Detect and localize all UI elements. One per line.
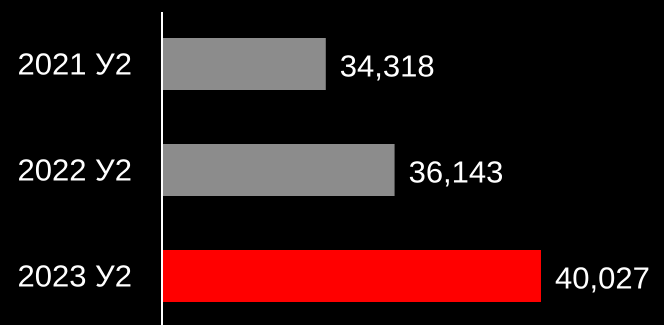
value-label-3: 40,027 (555, 261, 650, 296)
category-label-2: 2022 У2 (17, 153, 132, 188)
value-label-2: 36,143 (409, 155, 504, 190)
category-label-3: 2023 У2 (17, 259, 132, 294)
bars-layer (163, 38, 541, 302)
category-label-1: 2021 У2 (17, 47, 132, 82)
bar-3 (163, 250, 541, 302)
value-label-1: 34,318 (340, 49, 435, 84)
labels-layer: 2021 У2 34,318 2022 У2 36,143 2023 У2 40,027 (17, 47, 649, 296)
bar-1 (163, 38, 326, 90)
bar-2 (163, 144, 395, 196)
